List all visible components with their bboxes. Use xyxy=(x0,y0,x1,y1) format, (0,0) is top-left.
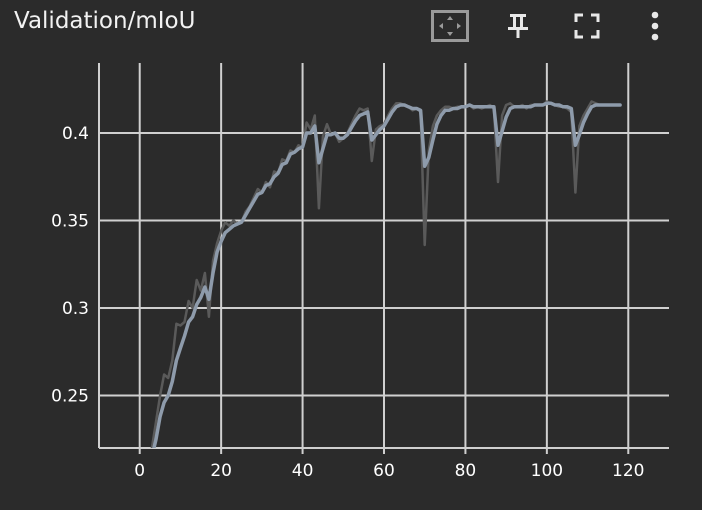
fit-domain-button[interactable] xyxy=(430,8,470,44)
x-tick-label: 80 xyxy=(455,461,477,481)
grid-layer xyxy=(98,63,669,449)
x-tick-label: 120 xyxy=(612,461,644,481)
x-tick-label: 100 xyxy=(531,461,563,481)
y-tick-label: 0.3 xyxy=(62,299,89,319)
more-options-button[interactable] xyxy=(635,8,675,44)
pin-button[interactable] xyxy=(498,8,538,44)
card-title: Validation/mIoU xyxy=(14,8,196,34)
card-header: Validation/mIoU xyxy=(0,0,702,50)
more-vert-icon xyxy=(651,11,659,41)
x-tick-label: 0 xyxy=(134,461,145,481)
fullscreen-icon xyxy=(574,13,600,39)
smoothed-series-line xyxy=(152,101,622,448)
x-tick-label: 20 xyxy=(210,461,232,481)
axis-layer: 0 20 40 60 80 100 120 0.25 0.3 0.35 0.4 xyxy=(51,124,644,481)
x-tick-label: 60 xyxy=(373,461,395,481)
fullscreen-button[interactable] xyxy=(567,8,607,44)
pin-icon xyxy=(508,14,528,38)
y-tick-label: 0.4 xyxy=(62,124,89,144)
series-layer xyxy=(150,100,622,448)
x-tick-label: 40 xyxy=(292,461,314,481)
y-tick-label: 0.35 xyxy=(51,212,89,232)
y-tick-label: 0.25 xyxy=(51,387,89,407)
fit-domain-icon xyxy=(431,10,469,42)
